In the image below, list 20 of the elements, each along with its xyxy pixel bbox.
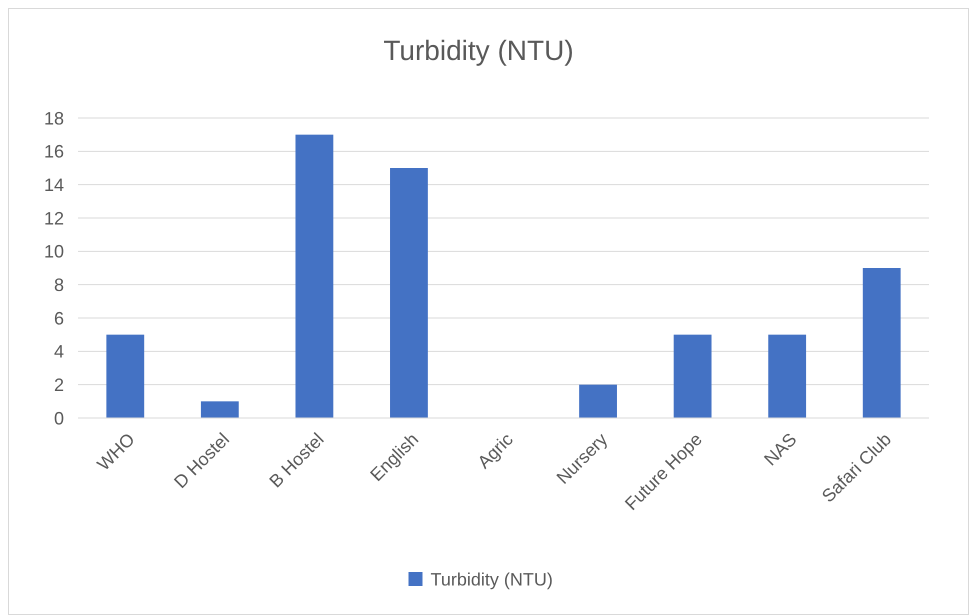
bar	[579, 384, 617, 418]
y-tick-label: 6	[54, 308, 64, 328]
chart-title: Turbidity (NTU)	[383, 35, 574, 66]
y-tick-label: 16	[44, 142, 64, 162]
legend-label: Turbidity (NTU)	[430, 569, 553, 590]
y-tick-label: 10	[44, 242, 64, 262]
bar	[200, 401, 239, 418]
bar	[390, 168, 428, 418]
y-tick-label: 12	[44, 208, 64, 228]
bar	[106, 334, 144, 418]
y-tick-label: 2	[54, 374, 64, 395]
y-tick-label: 4	[54, 342, 64, 362]
bar	[295, 134, 334, 418]
bar	[674, 334, 712, 418]
y-tick-label: 18	[44, 108, 64, 128]
y-tick-label: 8	[54, 274, 64, 295]
bar	[768, 334, 806, 418]
y-tick-label: 0	[54, 408, 64, 428]
y-tick-label: 14	[44, 174, 64, 195]
bar	[862, 268, 901, 418]
